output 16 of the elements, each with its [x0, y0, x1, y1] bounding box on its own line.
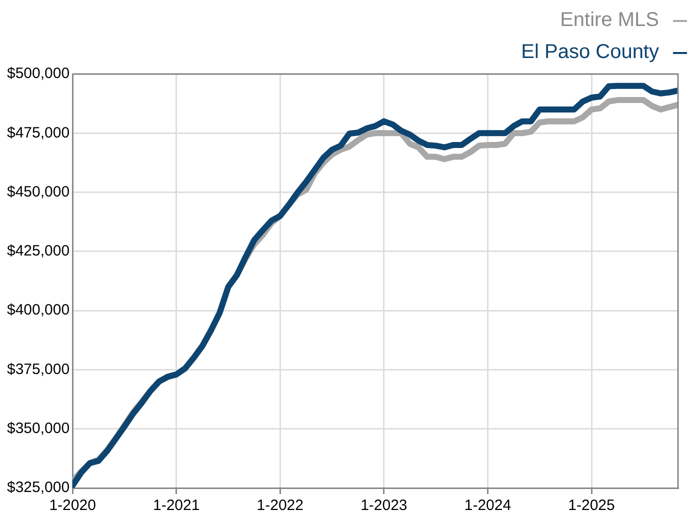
- y-tick-label: $425,000: [6, 242, 70, 260]
- y-tick-label: $400,000: [6, 302, 70, 319]
- x-tick-label: 1-2025: [568, 497, 615, 514]
- y-tick-label: $375,000: [6, 360, 70, 378]
- y-tick-label: $475,000: [6, 124, 70, 142]
- x-tick-label: 1-2022: [256, 497, 304, 514]
- y-tick-label: $325,000: [6, 479, 70, 496]
- legend-label: Entire MLS: [560, 9, 659, 31]
- y-tick-label: $350,000: [6, 420, 70, 437]
- x-tick-label: 1-2023: [360, 497, 408, 514]
- x-tick-label: 1-2020: [49, 497, 96, 514]
- x-tick-label: 1-2024: [464, 497, 512, 514]
- y-tick-label: $500,000: [6, 65, 70, 82]
- y-tick-label: $450,000: [6, 183, 70, 200]
- x-tick-label: 1-2021: [152, 497, 200, 514]
- legend-label: El Paso County: [521, 41, 659, 63]
